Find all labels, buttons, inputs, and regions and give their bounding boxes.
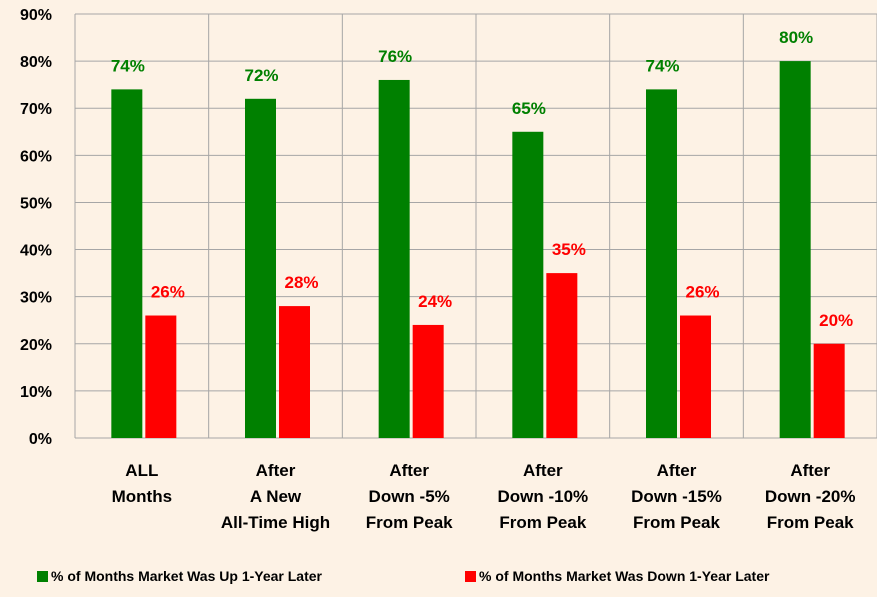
data-label-up: 72% — [244, 66, 278, 85]
data-label-down: 20% — [819, 311, 853, 330]
data-label-up: 74% — [111, 56, 145, 75]
data-label-up: 74% — [645, 56, 679, 75]
bar-down — [145, 315, 177, 438]
x-category-label: All-Time High — [221, 513, 330, 532]
x-category-label: After — [657, 461, 697, 480]
bar-down — [813, 343, 845, 438]
x-category-label: From Peak — [767, 513, 854, 532]
y-tick-label: 90% — [20, 7, 52, 24]
y-tick-label: 60% — [20, 148, 52, 165]
x-category-label: After — [790, 461, 830, 480]
legend-label-down: % of Months Market Was Down 1-Year Later — [479, 568, 770, 584]
x-category-label: Down -20% — [765, 487, 856, 506]
y-tick-label: 10% — [20, 384, 52, 401]
data-label-down: 28% — [284, 273, 318, 292]
bar-up — [378, 79, 410, 438]
bar-up — [646, 89, 677, 438]
y-tick-label: 20% — [20, 337, 52, 354]
x-category-label: After — [389, 461, 429, 480]
x-category-label: A New — [250, 487, 302, 506]
chart-legend: % of Months Market Was Up 1-Year Later %… — [0, 568, 877, 592]
data-label-up: 80% — [779, 28, 813, 47]
y-tick-label: 30% — [20, 290, 52, 307]
y-tick-label: 70% — [20, 101, 52, 118]
bar-up — [245, 98, 276, 439]
bar-chart-plot: 0% 10% 20% 30% 40% 50% 60% 70% 80% 90% 74% 26% ALL Mo… — [20, 7, 877, 532]
data-label-down: 26% — [685, 283, 719, 302]
bar-up — [512, 131, 544, 438]
x-category-label: After — [523, 461, 563, 480]
legend-swatch-down — [465, 570, 476, 582]
data-label-up: 76% — [378, 47, 412, 66]
bar-up — [111, 89, 143, 438]
data-label-up: 65% — [512, 99, 546, 118]
legend-item-down: % of Months Market Was Down 1-Year Later — [465, 568, 769, 584]
data-label-down: 35% — [552, 240, 586, 259]
y-tick-label: 50% — [20, 195, 52, 212]
x-category-label: From Peak — [499, 513, 586, 532]
x-category-label: Down -5% — [369, 487, 450, 506]
y-tick-label: 40% — [20, 243, 52, 260]
bar-down — [279, 306, 310, 438]
data-label-down: 26% — [151, 283, 185, 302]
legend-item-up: % of Months Market Was Up 1-Year Later — [37, 568, 322, 584]
data-label-down: 24% — [418, 292, 452, 311]
bar-down — [412, 324, 444, 438]
x-category-label: From Peak — [633, 513, 720, 532]
x-category-label: Down -10% — [497, 487, 588, 506]
x-category-label: After — [256, 461, 296, 480]
x-category-label: From Peak — [366, 513, 453, 532]
x-category-label: ALL — [125, 461, 158, 480]
legend-label-up: % of Months Market Was Up 1-Year Later — [51, 568, 322, 584]
x-category-label: Months — [112, 487, 172, 506]
bar-down — [680, 315, 711, 438]
legend-swatch-up — [37, 570, 48, 582]
y-tick-label: 80% — [20, 54, 52, 71]
bar-up — [779, 61, 811, 438]
y-tick-label: 0% — [29, 431, 52, 448]
x-category-label: Down -15% — [631, 487, 722, 506]
bar-down — [546, 273, 578, 438]
